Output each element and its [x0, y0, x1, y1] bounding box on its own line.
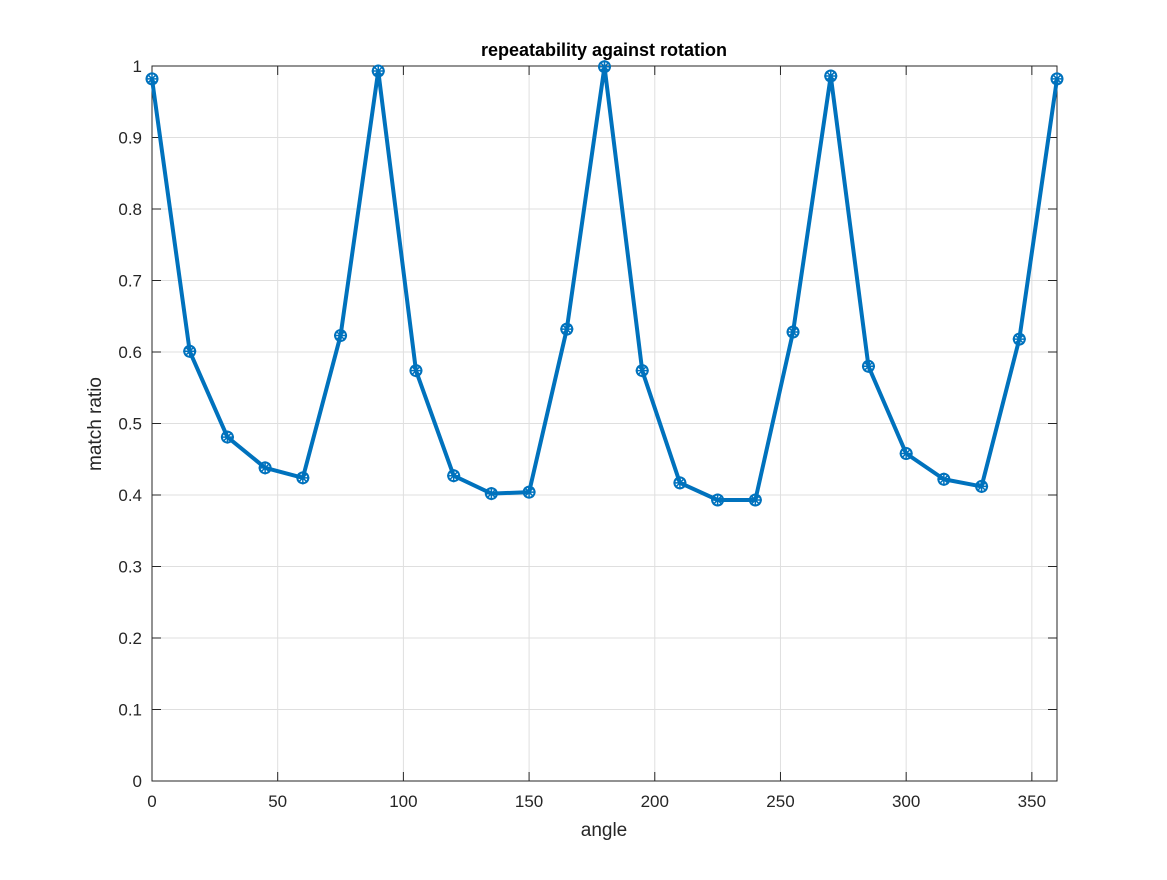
- data-point: [371, 64, 385, 78]
- x-tick-label: 0: [147, 792, 156, 811]
- grid: [151, 65, 1057, 782]
- data-point: [975, 479, 989, 493]
- point-marker-asterisk: [447, 469, 461, 483]
- data-point: [937, 472, 951, 486]
- x-tick-label: 50: [268, 792, 287, 811]
- point-marker-asterisk: [258, 461, 272, 475]
- data-point: [447, 469, 461, 483]
- x-tick-label: 200: [641, 792, 669, 811]
- data-point: [145, 72, 159, 86]
- y-tick-label: 0.9: [118, 129, 142, 148]
- x-axis-label: angle: [581, 820, 628, 841]
- point-marker-asterisk: [635, 364, 649, 378]
- y-tick-label: 0.4: [118, 486, 142, 505]
- y-tick-label: 0.5: [118, 415, 142, 434]
- point-marker-asterisk: [560, 322, 574, 336]
- point-marker-asterisk: [409, 364, 423, 378]
- data-point: [635, 364, 649, 378]
- data-point: [786, 325, 800, 339]
- point-marker-asterisk: [598, 60, 611, 74]
- series-layer: [145, 60, 1064, 507]
- y-tick-label: 1: [133, 57, 142, 76]
- y-tick-label: 0: [133, 772, 142, 791]
- point-marker-asterisk: [975, 479, 989, 493]
- data-point: [899, 447, 913, 461]
- point-marker-asterisk: [899, 447, 913, 461]
- point-marker-asterisk: [220, 430, 234, 444]
- point-marker-asterisk: [296, 471, 310, 485]
- x-tick-label: 250: [766, 792, 794, 811]
- point-marker-asterisk: [861, 359, 875, 373]
- x-tick-label: 100: [389, 792, 417, 811]
- y-tick-label: 0.7: [118, 272, 142, 291]
- data-point: [183, 344, 197, 358]
- x-tick-label: 350: [1018, 792, 1046, 811]
- y-tick-label: 0.1: [118, 701, 142, 720]
- data-point: [1012, 332, 1026, 346]
- data-point: [1050, 72, 1064, 86]
- data-point: [334, 329, 348, 343]
- data-point: [409, 364, 423, 378]
- ticks: [151, 65, 1057, 782]
- data-point: [522, 485, 536, 499]
- data-point: [296, 471, 310, 485]
- point-marker-asterisk: [711, 493, 725, 507]
- data-point: [484, 487, 498, 501]
- point-marker-asterisk: [1050, 72, 1064, 86]
- point-marker-asterisk: [673, 476, 687, 490]
- point-marker-asterisk: [1012, 332, 1026, 346]
- point-marker-asterisk: [824, 69, 838, 83]
- data-point: [673, 476, 687, 490]
- data-point: [598, 60, 611, 74]
- chart-title: repeatability against rotation: [481, 40, 727, 60]
- point-marker-asterisk: [145, 72, 159, 86]
- data-point: [748, 493, 762, 507]
- point-marker-asterisk: [371, 64, 385, 78]
- y-axis-label: match ratio: [85, 377, 106, 471]
- data-point: [711, 493, 725, 507]
- y-tick-label: 0.3: [118, 558, 142, 577]
- data-point: [258, 461, 272, 475]
- tick-labels: 0 50 100 150 200 250 300 350 0 0.1 0.2 0.3 0.4 0.5 0.6…: [118, 57, 1046, 811]
- x-tick-label: 300: [892, 792, 920, 811]
- point-marker-asterisk: [183, 344, 197, 358]
- series-line: [150, 64, 1059, 503]
- y-tick-label: 0.8: [118, 200, 142, 219]
- point-marker-asterisk: [522, 485, 536, 499]
- data-point: [824, 69, 838, 83]
- point-marker-asterisk: [786, 325, 800, 339]
- point-marker-asterisk: [334, 329, 348, 343]
- data-point: [861, 359, 875, 373]
- y-tick-label: 0.6: [118, 343, 142, 362]
- point-marker-asterisk: [748, 493, 762, 507]
- y-tick-label: 0.2: [118, 629, 142, 648]
- point-marker-asterisk: [484, 487, 498, 501]
- data-point: [560, 322, 574, 336]
- data-point: [220, 430, 234, 444]
- x-tick-label: 150: [515, 792, 543, 811]
- point-marker-asterisk: [937, 472, 951, 486]
